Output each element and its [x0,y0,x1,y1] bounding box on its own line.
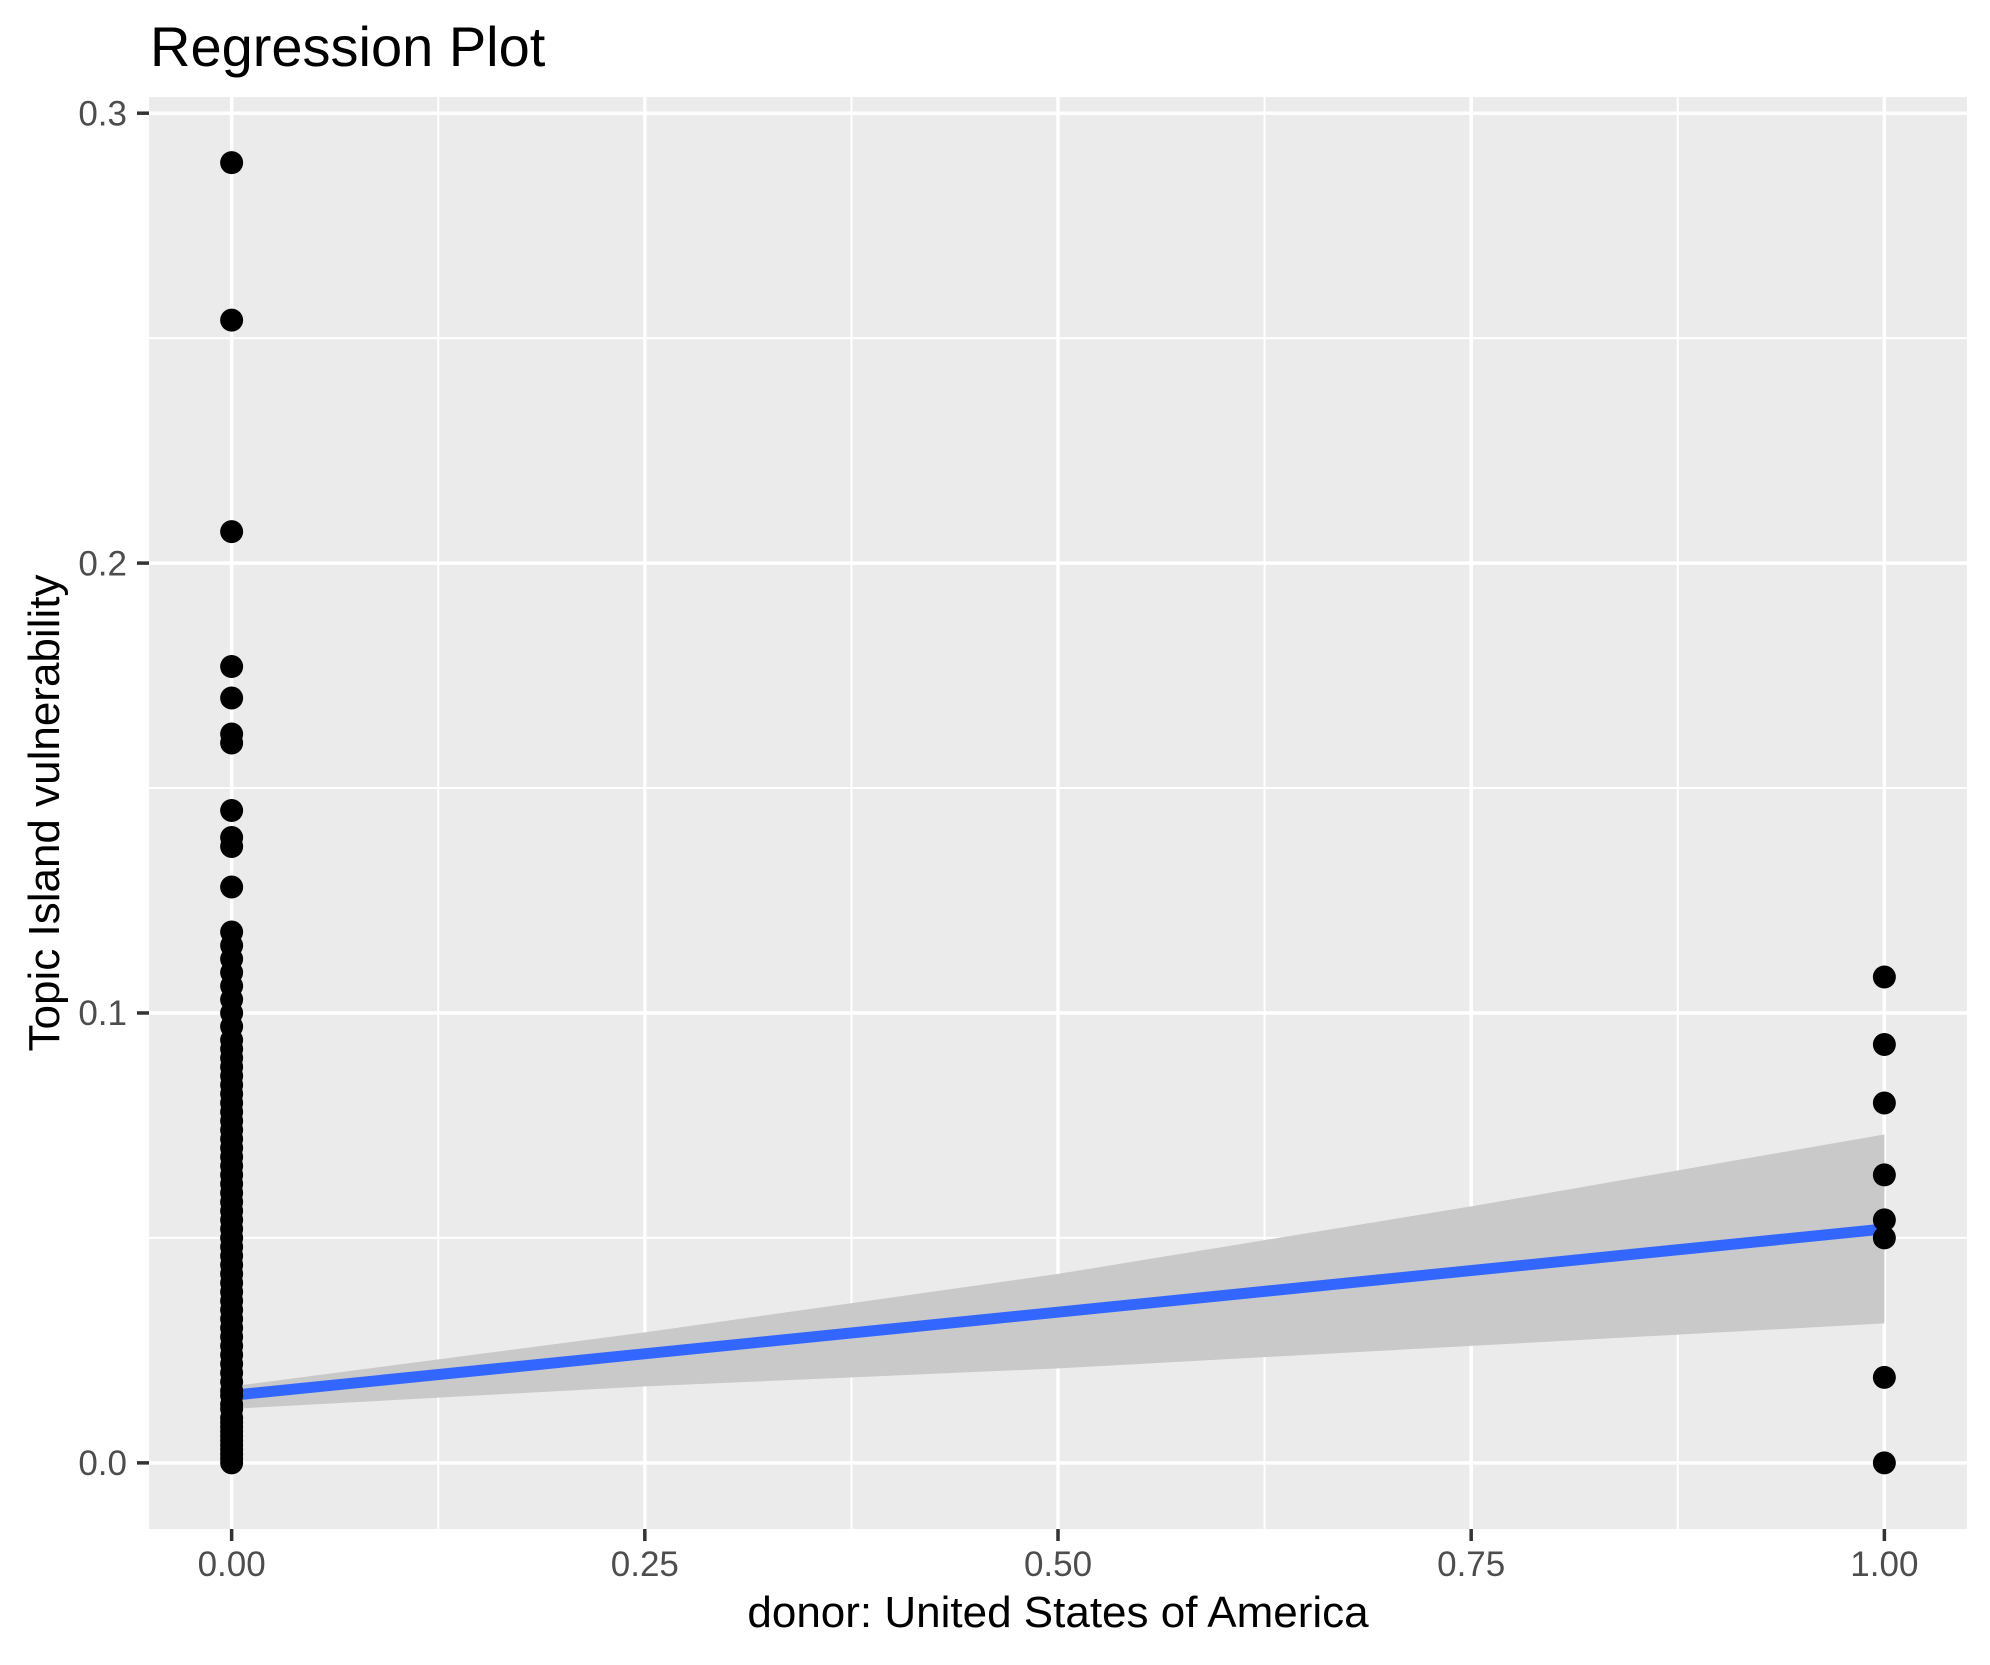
plot-title: Regression Plot [150,15,546,78]
data-point [1872,1365,1896,1389]
data-point [1872,1208,1896,1232]
data-point [220,799,244,823]
x-axis-title: donor: United States of America [747,1588,1369,1637]
x-tick-label: 0.75 [1437,1545,1505,1584]
data-point [220,686,244,710]
data-point [220,151,244,175]
x-tick-labels: 0.00 0.25 0.50 0.75 1.00 [198,1545,1919,1584]
y-axis-title: Topic Island vulnerability [20,574,69,1052]
x-tick-label: 0.00 [198,1545,266,1584]
y-tick-label: 0.0 [78,1444,127,1483]
y-tick-label: 0.2 [78,544,127,583]
data-point [1872,1451,1896,1475]
data-point [1872,1032,1896,1056]
regression-line [231,1223,1885,1401]
confidence-ribbon [231,1134,1885,1409]
x-tick-label: 0.50 [1024,1545,1092,1584]
axis-tick-marks [137,111,1887,1541]
scatter-points [220,151,1896,1475]
y-tick-label: 0.3 [78,94,127,133]
data-point [1872,1226,1896,1250]
data-point [1872,1091,1896,1115]
x-tick-label: 0.25 [611,1545,679,1584]
x-tick-label: 1.00 [1850,1545,1918,1584]
y-tick-labels: 0.0 0.1 0.2 0.3 [78,94,127,1483]
data-point [1872,1163,1896,1187]
data-point [1872,965,1896,989]
data-point [220,520,244,544]
data-point [220,1451,244,1475]
data-point [220,655,244,679]
y-tick-label: 0.1 [78,994,127,1033]
data-point [220,875,244,899]
data-point [220,308,244,332]
data-point [220,731,244,755]
data-point [220,835,244,859]
